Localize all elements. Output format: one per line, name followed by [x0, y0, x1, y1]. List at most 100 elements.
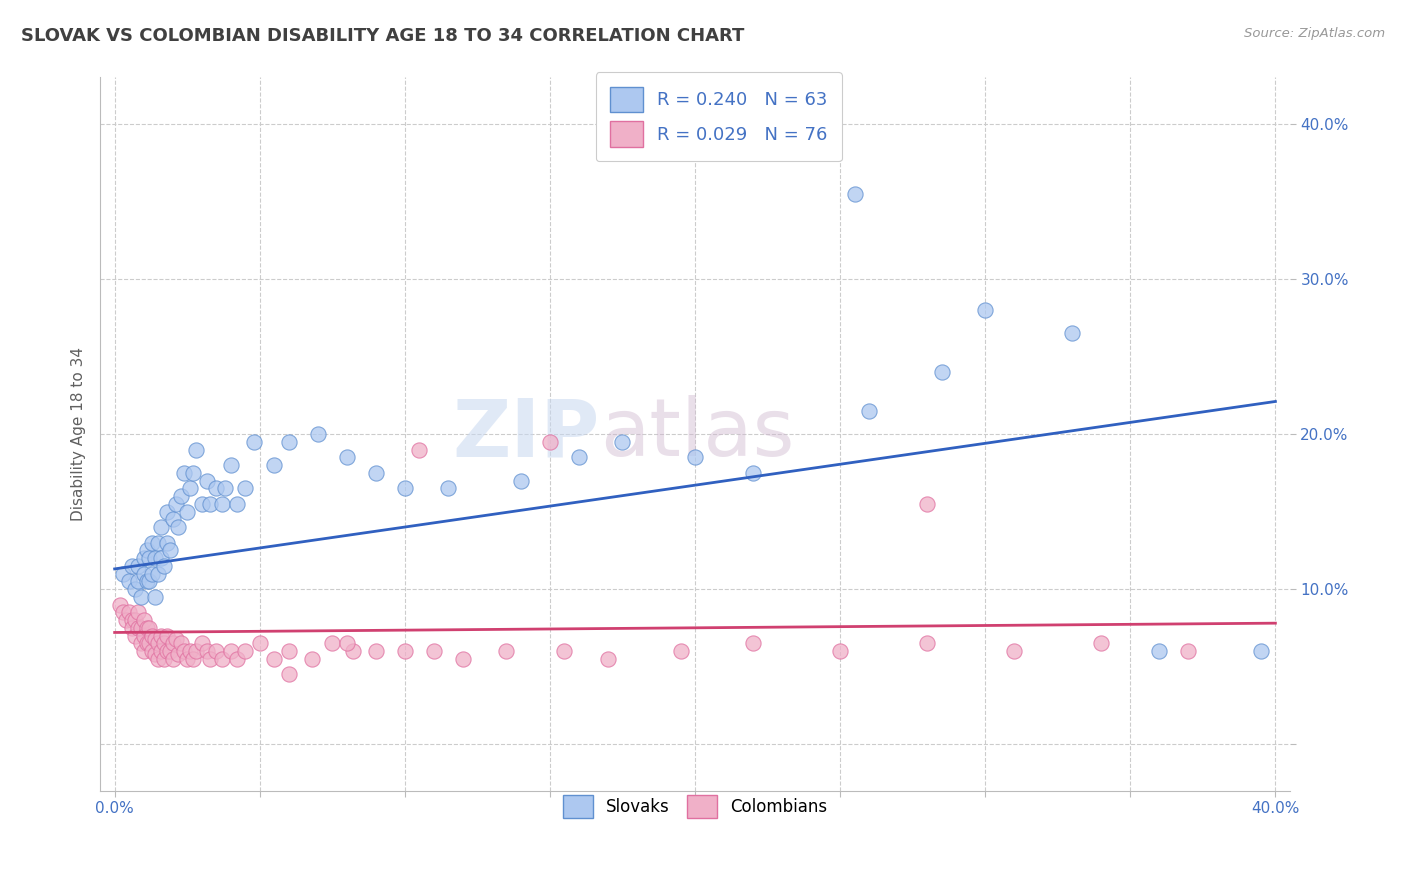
Point [451, 652, 474, 666]
Point [124, 582, 146, 596]
Point [553, 644, 575, 658]
Point [176, 652, 198, 666]
Point [1002, 644, 1025, 658]
Point [176, 504, 198, 518]
Point [132, 551, 155, 566]
Point [138, 574, 160, 589]
Point [110, 598, 132, 612]
Point [364, 466, 387, 480]
Point [225, 497, 247, 511]
Point [135, 636, 157, 650]
Text: atlas: atlas [600, 395, 794, 473]
Point [118, 574, 141, 589]
Point [138, 551, 160, 566]
Point [233, 644, 256, 658]
Point [165, 497, 187, 511]
Point [124, 613, 146, 627]
Point [190, 636, 212, 650]
Point [143, 632, 166, 646]
Point [1062, 326, 1084, 341]
Point [129, 590, 152, 604]
Point [170, 489, 193, 503]
Point [538, 434, 561, 449]
Point [437, 481, 460, 495]
Point [121, 613, 143, 627]
Point [127, 574, 149, 589]
Point [143, 590, 166, 604]
Point [336, 636, 359, 650]
Point [211, 652, 233, 666]
Point [132, 566, 155, 581]
Point [205, 644, 228, 658]
Point [121, 558, 143, 573]
Y-axis label: Disability Age 18 to 34: Disability Age 18 to 34 [72, 347, 86, 521]
Point [214, 481, 236, 495]
Point [197, 474, 219, 488]
Point [167, 520, 190, 534]
Point [915, 497, 938, 511]
Point [181, 466, 204, 480]
Point [225, 652, 247, 666]
Point [844, 186, 866, 201]
Point [135, 621, 157, 635]
Point [179, 644, 201, 658]
Point [184, 644, 207, 658]
Point [830, 644, 852, 658]
Point [127, 558, 149, 573]
Point [153, 652, 176, 666]
Point [156, 629, 179, 643]
Point [568, 450, 591, 465]
Point [150, 629, 173, 643]
Point [931, 365, 953, 379]
Point [124, 629, 146, 643]
Point [197, 644, 219, 658]
Point [342, 644, 364, 658]
Point [141, 644, 163, 658]
Point [233, 481, 256, 495]
Point [112, 605, 135, 619]
Point [683, 450, 706, 465]
Point [277, 434, 299, 449]
Point [167, 647, 190, 661]
Point [146, 566, 169, 581]
Point [394, 481, 416, 495]
Point [394, 644, 416, 658]
Point [205, 481, 228, 495]
Point [141, 535, 163, 549]
Point [211, 497, 233, 511]
Point [141, 566, 163, 581]
Point [162, 512, 184, 526]
Point [146, 535, 169, 549]
Point [243, 434, 266, 449]
Point [742, 636, 765, 650]
Point [112, 566, 135, 581]
Point [121, 621, 143, 635]
Point [156, 644, 179, 658]
Point [150, 644, 173, 658]
Point [138, 621, 160, 635]
Point [495, 644, 517, 658]
Point [915, 636, 938, 650]
Point [200, 497, 222, 511]
Point [127, 605, 149, 619]
Point [277, 667, 299, 681]
Point [858, 404, 880, 418]
Point [190, 497, 212, 511]
Point [219, 458, 242, 472]
Point [1149, 644, 1171, 658]
Point [974, 303, 997, 318]
Point [408, 442, 430, 457]
Point [132, 629, 155, 643]
Point [596, 652, 619, 666]
Point [301, 652, 323, 666]
Text: SLOVAK VS COLOMBIAN DISABILITY AGE 18 TO 34 CORRELATION CHART: SLOVAK VS COLOMBIAN DISABILITY AGE 18 TO… [21, 27, 744, 45]
Point [1250, 644, 1272, 658]
Point [143, 647, 166, 661]
Point [127, 621, 149, 635]
Point [173, 644, 195, 658]
Point [612, 434, 634, 449]
Point [277, 644, 299, 658]
Point [307, 427, 329, 442]
Point [263, 458, 285, 472]
Point [150, 551, 173, 566]
